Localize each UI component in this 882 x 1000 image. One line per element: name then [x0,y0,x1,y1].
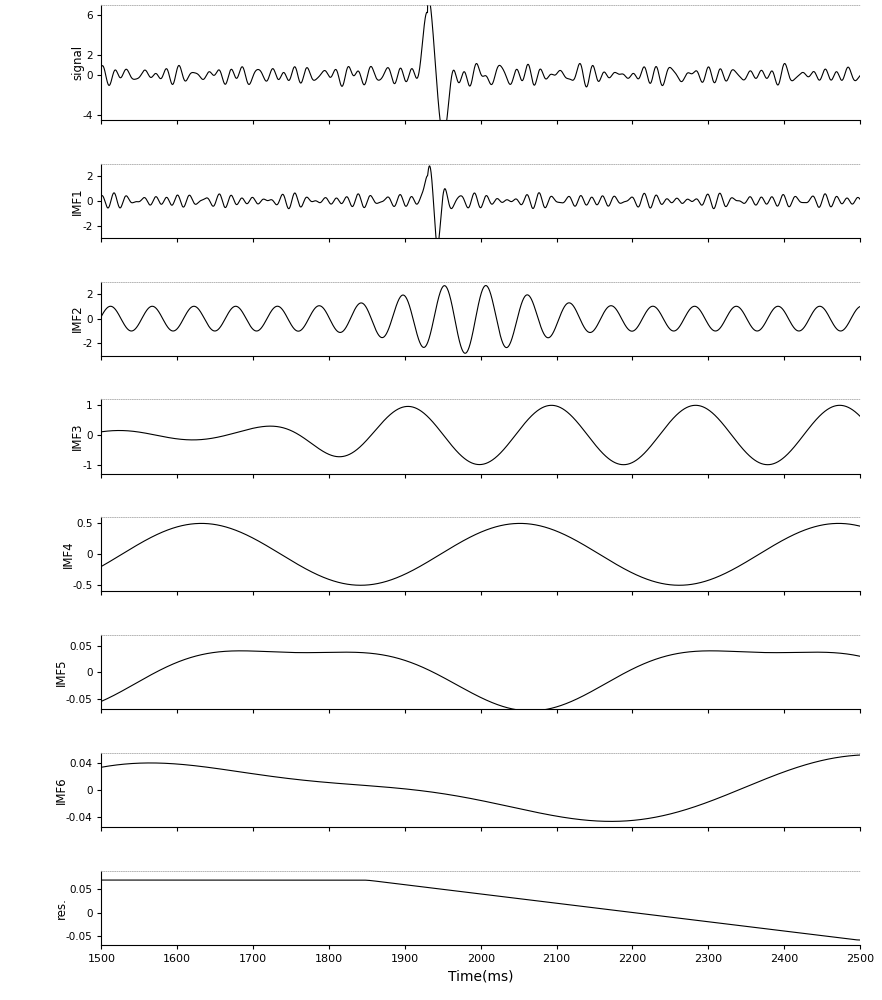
Y-axis label: IMF5: IMF5 [55,658,68,686]
X-axis label: Time(ms): Time(ms) [448,970,513,984]
Y-axis label: IMF6: IMF6 [55,776,68,804]
Y-axis label: IMF4: IMF4 [62,541,74,568]
Y-axis label: IMF2: IMF2 [71,305,85,332]
Y-axis label: IMF3: IMF3 [71,423,85,450]
Y-axis label: signal: signal [71,45,85,80]
Y-axis label: res.: res. [55,897,68,919]
Y-axis label: IMF1: IMF1 [71,187,85,215]
